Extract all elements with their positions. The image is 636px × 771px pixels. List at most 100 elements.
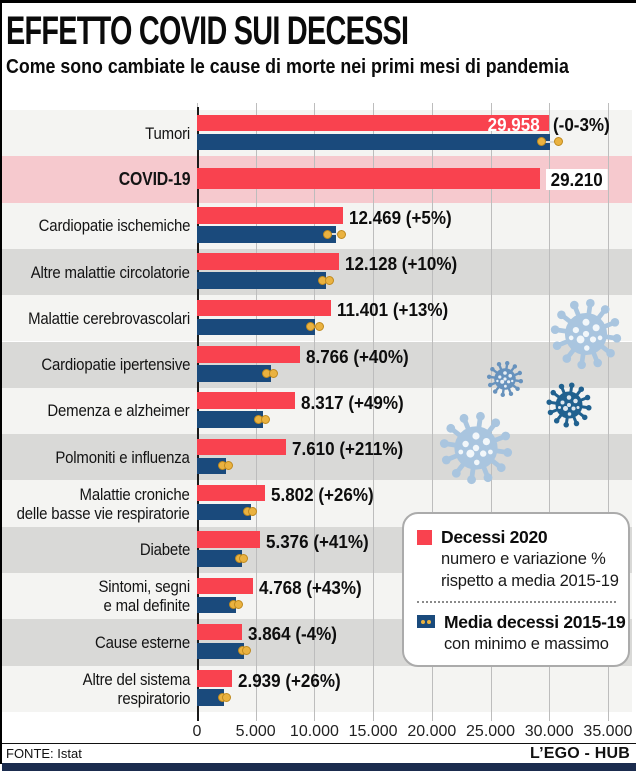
row-label: Sintomi, segni e mal definite [2,573,190,619]
max-dot [325,275,335,285]
row-label: Malattie cerebrovascolari [2,295,190,341]
axis-tick-label: 10.000 [289,723,339,740]
bar-media [197,596,237,613]
row-label-text: Sintomi, segni e mal definite [98,577,190,616]
virus-icon [550,298,622,370]
axis-tick-label: 15.000 [348,723,398,740]
max-dot [238,553,248,563]
bar-2020 [197,114,549,131]
row-label-text: Malattie croniche delle basse vie respira… [16,484,190,523]
max-dot [554,137,564,146]
bar-media [197,133,550,150]
max-dot [224,461,234,471]
legend-text-media: Media decessi 2015-19 con minimo e massi… [444,612,626,655]
legend-desc-decessi-2: rispetto a media 2015-19 [441,572,619,590]
bar-media [197,318,316,336]
legend-title-decessi: Decessi 2020 [441,527,548,547]
value-label: 11.401 (+13%) [336,299,449,321]
bar-media [197,272,327,289]
row-label-text: Altre del sistema respiratorio [82,669,190,708]
virus-icon [546,382,592,428]
bar-2020 [197,299,331,317]
bar-media [197,642,245,660]
row-label-text: Demenza e alzheimer [47,401,190,421]
row-label-text: Tumori [145,123,190,143]
bar-2020 [197,670,232,687]
bar-media [197,503,252,521]
bar-2020 [197,392,295,409]
bar-2020 [197,207,344,224]
value-label: 8.317 (+49%) [300,391,404,413]
legend-desc-decessi-1: numero e variazione % [441,550,606,568]
row-label: COVID-19 [2,156,190,202]
axis-tick-label: 35.000 [583,723,633,740]
legend-title-media: Media decessi 2015-19 [444,612,626,632]
max-dot [233,600,243,609]
min-dot [322,229,332,239]
page-title: EFFETTO COVID SUI DECESSI [6,9,409,53]
pct-label: (-0-3%) [552,114,610,135]
max-dot [314,322,324,332]
legend-swatch-media-icon [417,615,435,628]
axis-tick-label: 30.000 [524,723,574,740]
legend-item-decessi: Decessi 2020 numero e variazione % rispe… [417,527,619,592]
gridline [490,103,492,721]
max-dot [261,414,271,424]
row-label: Altre malattie circolatorie [2,249,190,295]
max-dot [336,229,346,239]
bar-2020 [197,577,253,594]
page-subtitle: Come sono cambiate le cause di morte nei… [6,56,569,78]
value-label: 5.802 (+26%) [271,484,374,506]
value-label: 3.864 (-4%) [248,623,338,645]
row-label: Malattie croniche delle basse vie respira… [2,480,190,526]
bar-2020 [197,484,266,502]
chart-plot: Decessi 2020 numero e variazione % rispe… [2,103,636,743]
value-label: 29.958 [487,114,540,135]
bar-2020 [197,168,540,190]
value-label: 29.210 [545,169,608,191]
gridline [314,103,316,721]
gridline [373,103,375,721]
row-label-text: Cardiopatie ischemiche [38,216,190,236]
row-label: Altre del sistema respiratorio [2,666,190,712]
row-band [2,341,632,388]
row-label: Demenza e alzheimer [2,388,190,434]
bar-media [197,411,263,428]
row-label-text: Cause esterne [94,632,190,652]
header: EFFETTO COVID SUI DECESSI Come sono camb… [2,10,636,103]
row-label: Diabete [2,527,191,573]
bar-2020 [197,346,300,363]
max-dot [248,507,258,517]
legend-desc-media-1: con minimo e massimo [444,635,609,653]
row-label-text: Cardiopatie ipertensive [41,355,190,375]
row-label-text: Diabete [139,540,191,560]
bottom-bar [2,763,636,771]
value-label: 4.768 (+43%) [258,577,362,598]
bar-media [197,226,337,243]
value-label: 8.766 (+40%) [305,345,409,367]
legend-text-decessi: Decessi 2020 numero e variazione % rispe… [441,527,619,592]
max-dot [241,646,251,656]
axis-tick-label: 25.000 [466,723,515,740]
bar-media [197,365,271,382]
bar-2020 [197,253,340,270]
row-label: Cardiopatie ipertensive [2,342,190,388]
row-label-text: Malattie cerebrovascolari [28,308,190,328]
row-label: Cardiopatie ischemiche [2,203,190,249]
minmax-connector [327,233,342,236]
max-dot [222,692,232,702]
value-label: 12.469 (+5%) [349,206,453,228]
max-dot [268,368,278,378]
row-band [2,434,632,481]
virus-icon [439,411,513,485]
bar-2020 [197,438,287,456]
row-label-text: Altre malattie circolatorie [30,262,190,282]
legend: Decessi 2020 numero e variazione % rispe… [402,512,630,667]
axis-tick-label: 0 [192,723,202,740]
axis-tick-label: 5.000 [235,723,276,740]
footer: FONTE: Istat L’EGO - HUB [2,743,636,763]
legend-divider [417,601,616,603]
gridline [607,103,609,721]
virus-icon [486,360,524,398]
